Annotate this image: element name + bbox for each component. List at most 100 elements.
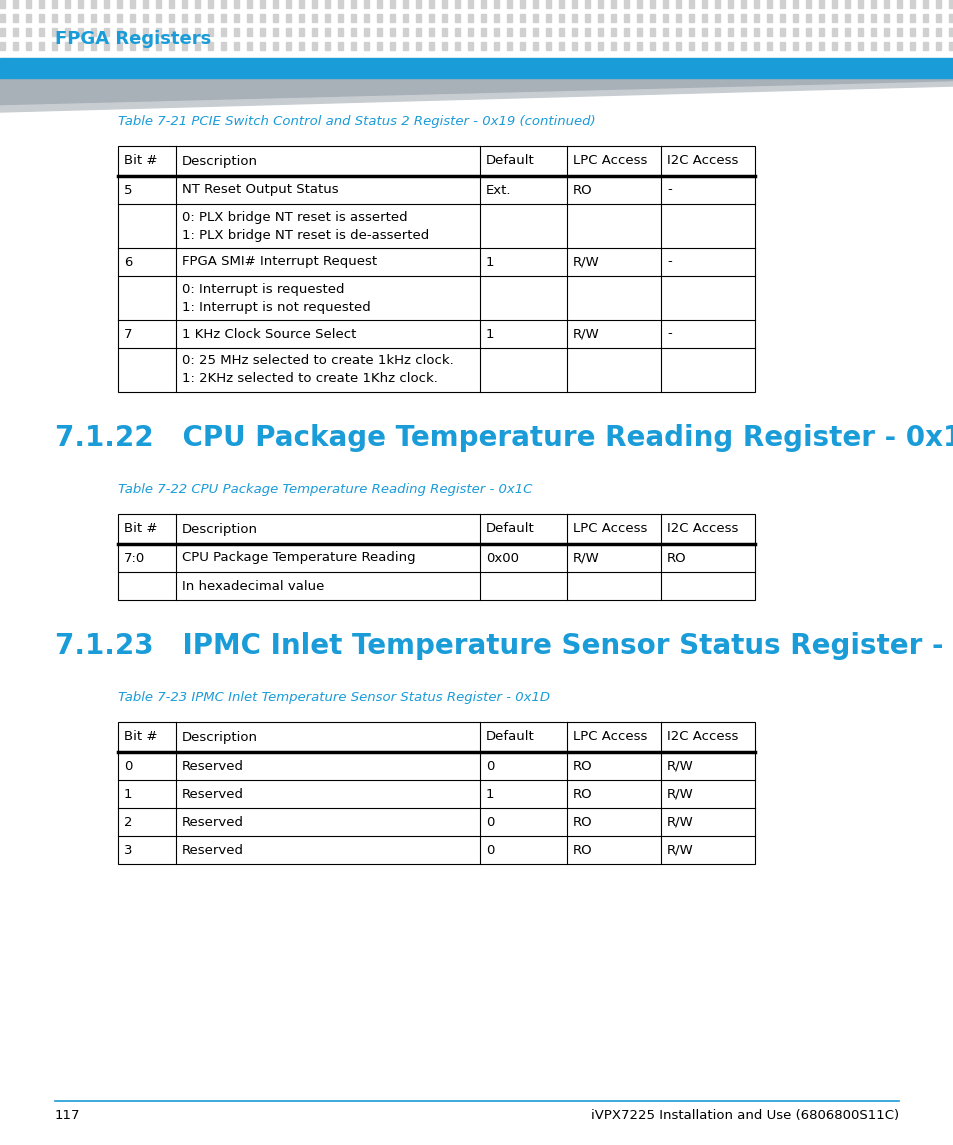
Bar — [117, 0, 122, 8]
Text: R/W: R/W — [573, 255, 599, 268]
Bar — [740, 14, 745, 22]
Bar — [273, 42, 277, 50]
Bar — [753, 42, 759, 50]
Bar — [584, 14, 589, 22]
Bar — [805, 42, 810, 50]
Bar — [805, 0, 810, 8]
Bar — [156, 14, 161, 22]
Bar — [416, 27, 420, 35]
Bar — [766, 14, 771, 22]
Bar — [298, 14, 304, 22]
Text: 0: PLX bridge NT reset is asserted
1: PLX bridge NT reset is de-asserted: 0: PLX bridge NT reset is asserted 1: PL… — [182, 211, 429, 242]
Text: R/W: R/W — [666, 788, 693, 800]
Bar — [818, 42, 823, 50]
Bar — [637, 14, 641, 22]
Bar — [494, 14, 498, 22]
Bar — [468, 42, 473, 50]
Bar — [598, 27, 602, 35]
Text: Table 7-21 PCIE Switch Control and Status 2 Register - 0x19 (continued): Table 7-21 PCIE Switch Control and Statu… — [118, 114, 595, 128]
Text: 0x00: 0x00 — [485, 552, 518, 564]
Bar — [13, 14, 18, 22]
Bar — [792, 0, 797, 8]
Text: R/W: R/W — [666, 815, 693, 829]
Bar — [714, 0, 720, 8]
Bar — [337, 27, 343, 35]
Text: 0: 0 — [485, 815, 494, 829]
Bar — [233, 42, 239, 50]
Bar — [506, 42, 512, 50]
Bar — [818, 0, 823, 8]
Bar — [26, 42, 30, 50]
Bar — [494, 42, 498, 50]
Text: 5: 5 — [124, 183, 132, 197]
Bar — [545, 14, 551, 22]
Bar — [91, 27, 96, 35]
Bar — [390, 42, 395, 50]
Bar — [104, 0, 109, 8]
Bar — [948, 42, 953, 50]
Bar — [351, 27, 355, 35]
Bar — [545, 0, 551, 8]
Bar — [117, 27, 122, 35]
Text: Reserved: Reserved — [182, 844, 244, 856]
Bar — [312, 14, 316, 22]
Bar — [480, 14, 485, 22]
Bar — [923, 0, 927, 8]
Bar — [156, 42, 161, 50]
Text: 7: 7 — [124, 327, 132, 340]
Text: 6: 6 — [124, 255, 132, 268]
Bar — [104, 14, 109, 22]
Text: -: - — [666, 327, 671, 340]
Bar — [610, 0, 616, 8]
Bar — [676, 27, 680, 35]
Bar — [714, 42, 720, 50]
Bar — [637, 0, 641, 8]
Text: Bit #: Bit # — [124, 522, 157, 536]
Text: 3: 3 — [124, 844, 132, 856]
Bar — [143, 14, 148, 22]
Bar — [533, 42, 537, 50]
Bar — [533, 0, 537, 8]
Bar — [818, 14, 823, 22]
Bar — [13, 0, 18, 8]
Text: Description: Description — [182, 155, 257, 167]
Bar — [584, 27, 589, 35]
Bar — [831, 42, 836, 50]
Bar — [364, 0, 369, 8]
Bar — [857, 42, 862, 50]
Bar — [468, 0, 473, 8]
Bar — [337, 14, 343, 22]
Bar — [143, 27, 148, 35]
Bar — [506, 0, 512, 8]
Bar — [65, 14, 70, 22]
Bar — [558, 0, 563, 8]
Text: R/W: R/W — [666, 844, 693, 856]
Bar — [727, 14, 732, 22]
Bar — [182, 14, 187, 22]
Bar — [221, 42, 226, 50]
Text: R/W: R/W — [666, 759, 693, 773]
Bar — [337, 42, 343, 50]
Text: FPGA Registers: FPGA Registers — [55, 30, 211, 48]
Bar — [182, 0, 187, 8]
Bar — [429, 14, 434, 22]
Bar — [351, 14, 355, 22]
Bar — [623, 14, 628, 22]
Bar — [519, 42, 524, 50]
Bar — [52, 27, 57, 35]
Bar — [688, 0, 693, 8]
Text: RO: RO — [573, 844, 592, 856]
Bar — [805, 14, 810, 22]
Bar — [753, 0, 759, 8]
Text: 0: 25 MHz selected to create 1kHz clock.
1: 2KHz selected to create 1Khz clock.: 0: 25 MHz selected to create 1kHz clock.… — [182, 355, 454, 386]
Bar — [52, 0, 57, 8]
Bar — [844, 42, 849, 50]
Bar — [662, 14, 667, 22]
Bar — [376, 42, 381, 50]
Bar — [208, 42, 213, 50]
Bar — [247, 0, 252, 8]
Text: Default: Default — [485, 731, 535, 743]
Bar — [753, 27, 759, 35]
Bar — [156, 27, 161, 35]
Bar — [455, 27, 459, 35]
